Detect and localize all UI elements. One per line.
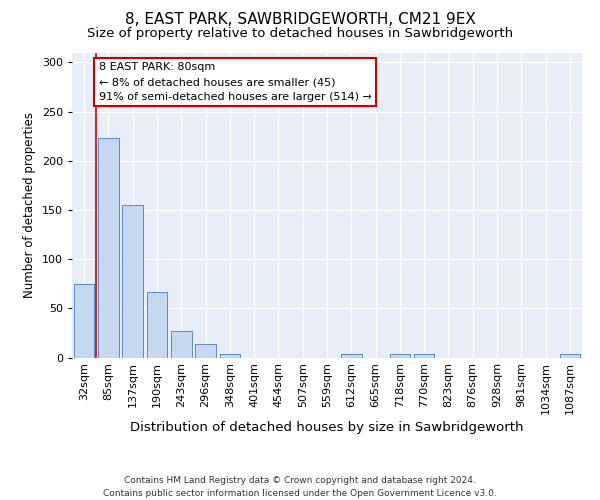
X-axis label: Distribution of detached houses by size in Sawbridgeworth: Distribution of detached houses by size … — [130, 422, 524, 434]
Text: 8 EAST PARK: 80sqm
← 8% of detached houses are smaller (45)
91% of semi-detached: 8 EAST PARK: 80sqm ← 8% of detached hous… — [99, 62, 371, 102]
Text: Contains HM Land Registry data © Crown copyright and database right 2024.
Contai: Contains HM Land Registry data © Crown c… — [103, 476, 497, 498]
Text: Size of property relative to detached houses in Sawbridgeworth: Size of property relative to detached ho… — [87, 28, 513, 40]
Bar — [389, 354, 410, 358]
Bar — [122, 205, 143, 358]
Bar — [146, 292, 167, 358]
Bar — [195, 344, 216, 357]
Bar — [341, 354, 362, 358]
Bar — [414, 354, 434, 358]
Bar — [220, 354, 240, 358]
Text: 8, EAST PARK, SAWBRIDGEWORTH, CM21 9EX: 8, EAST PARK, SAWBRIDGEWORTH, CM21 9EX — [125, 12, 475, 28]
Y-axis label: Number of detached properties: Number of detached properties — [23, 112, 36, 298]
Bar — [171, 331, 191, 357]
Bar — [98, 138, 119, 358]
Bar — [74, 284, 94, 358]
Bar — [560, 354, 580, 358]
